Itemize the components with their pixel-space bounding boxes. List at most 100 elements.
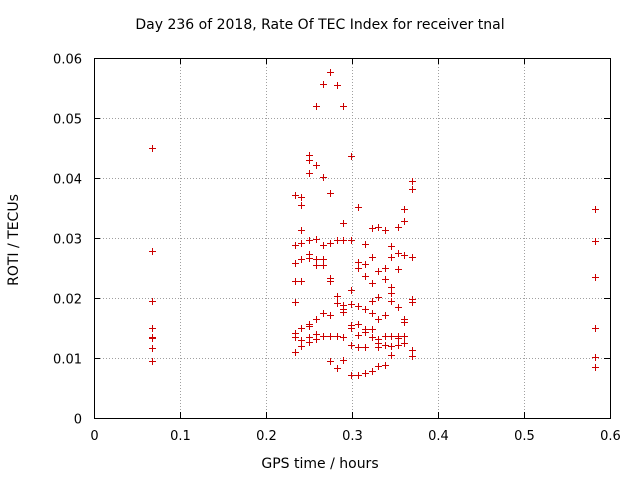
data-point [395,342,402,349]
data-point [369,298,376,305]
data-point [298,240,305,247]
data-point [388,243,395,250]
data-point [320,174,327,181]
data-point [382,276,389,283]
data-point [409,299,416,306]
data-point [292,278,299,285]
data-point [298,227,305,234]
y-axis-label: ROTI / TECUs [6,194,22,286]
data-point [375,344,382,351]
data-point [149,335,156,342]
data-point [592,238,599,245]
data-point [369,310,376,317]
y-tick-label: 0.03 [53,233,82,248]
data-point [149,145,156,152]
data-point [355,344,362,351]
data-point [292,242,299,249]
data-point [340,334,347,341]
data-point [401,333,408,340]
data-point [313,262,320,269]
data-point [306,170,313,177]
data-point [369,326,376,333]
data-point [355,265,362,272]
data-point [306,255,313,262]
data-point [348,153,355,160]
data-point [362,370,369,377]
data-point [327,333,334,340]
data-point [592,206,599,213]
y-tick-label: 0.05 [53,113,82,128]
data-point [401,319,408,326]
x-tick-label: 0.1 [170,429,191,444]
y-tick-label: 0.02 [53,293,82,308]
data-point [320,333,327,340]
data-point [348,287,355,294]
data-series [149,69,599,379]
data-point [388,298,395,305]
data-point [388,333,395,340]
data-point [382,342,389,349]
data-point [327,312,334,319]
data-point [306,323,313,330]
data-point [388,284,395,291]
data-point [362,261,369,268]
y-tick-label: 0.06 [53,53,82,68]
chart-title: Day 236 of 2018, Rate Of TEC Index for r… [135,17,505,33]
data-point [327,240,334,247]
data-point [362,329,369,336]
data-point [395,335,402,342]
data-point [348,301,355,308]
data-point [355,303,362,310]
data-point [149,298,156,305]
data-point [298,194,305,201]
data-point [369,334,376,341]
data-point [298,256,305,263]
data-point [362,344,369,351]
data-point [401,340,408,347]
data-point [355,372,362,379]
data-point [327,358,334,365]
x-tick-label: 0.3 [342,429,363,444]
data-point [340,309,347,316]
data-point [292,334,299,341]
data-point [334,237,341,244]
data-point [313,336,320,343]
x-tick-label: 0.4 [428,429,449,444]
data-point [401,206,408,213]
data-point [369,225,376,232]
data-point [348,325,355,332]
data-point [327,278,334,285]
data-point [409,178,416,185]
data-point [409,353,416,360]
data-point [401,218,408,225]
data-point [395,266,402,273]
data-point [355,332,362,339]
data-point [375,224,382,231]
data-point [340,103,347,110]
data-point [388,290,395,297]
x-tick-label: 0.5 [514,429,535,444]
data-point [409,347,416,354]
data-point [388,254,395,261]
data-point [409,186,416,193]
data-point [313,103,320,110]
data-point [375,294,382,301]
data-point [362,241,369,248]
data-point [369,280,376,287]
x-tick-label: 0.6 [600,429,621,444]
data-point [388,352,395,359]
plot-border [94,58,611,419]
data-point [348,342,355,349]
data-point [382,362,389,369]
data-point [592,354,599,361]
x-axis-label: GPS time / hours [261,456,379,472]
data-point [149,345,156,352]
data-point [334,82,341,89]
data-point [375,316,382,323]
data-point [592,325,599,332]
data-point [340,237,347,244]
x-tick-label: 0 [90,429,98,444]
data-point [149,248,156,255]
data-point [320,242,327,249]
